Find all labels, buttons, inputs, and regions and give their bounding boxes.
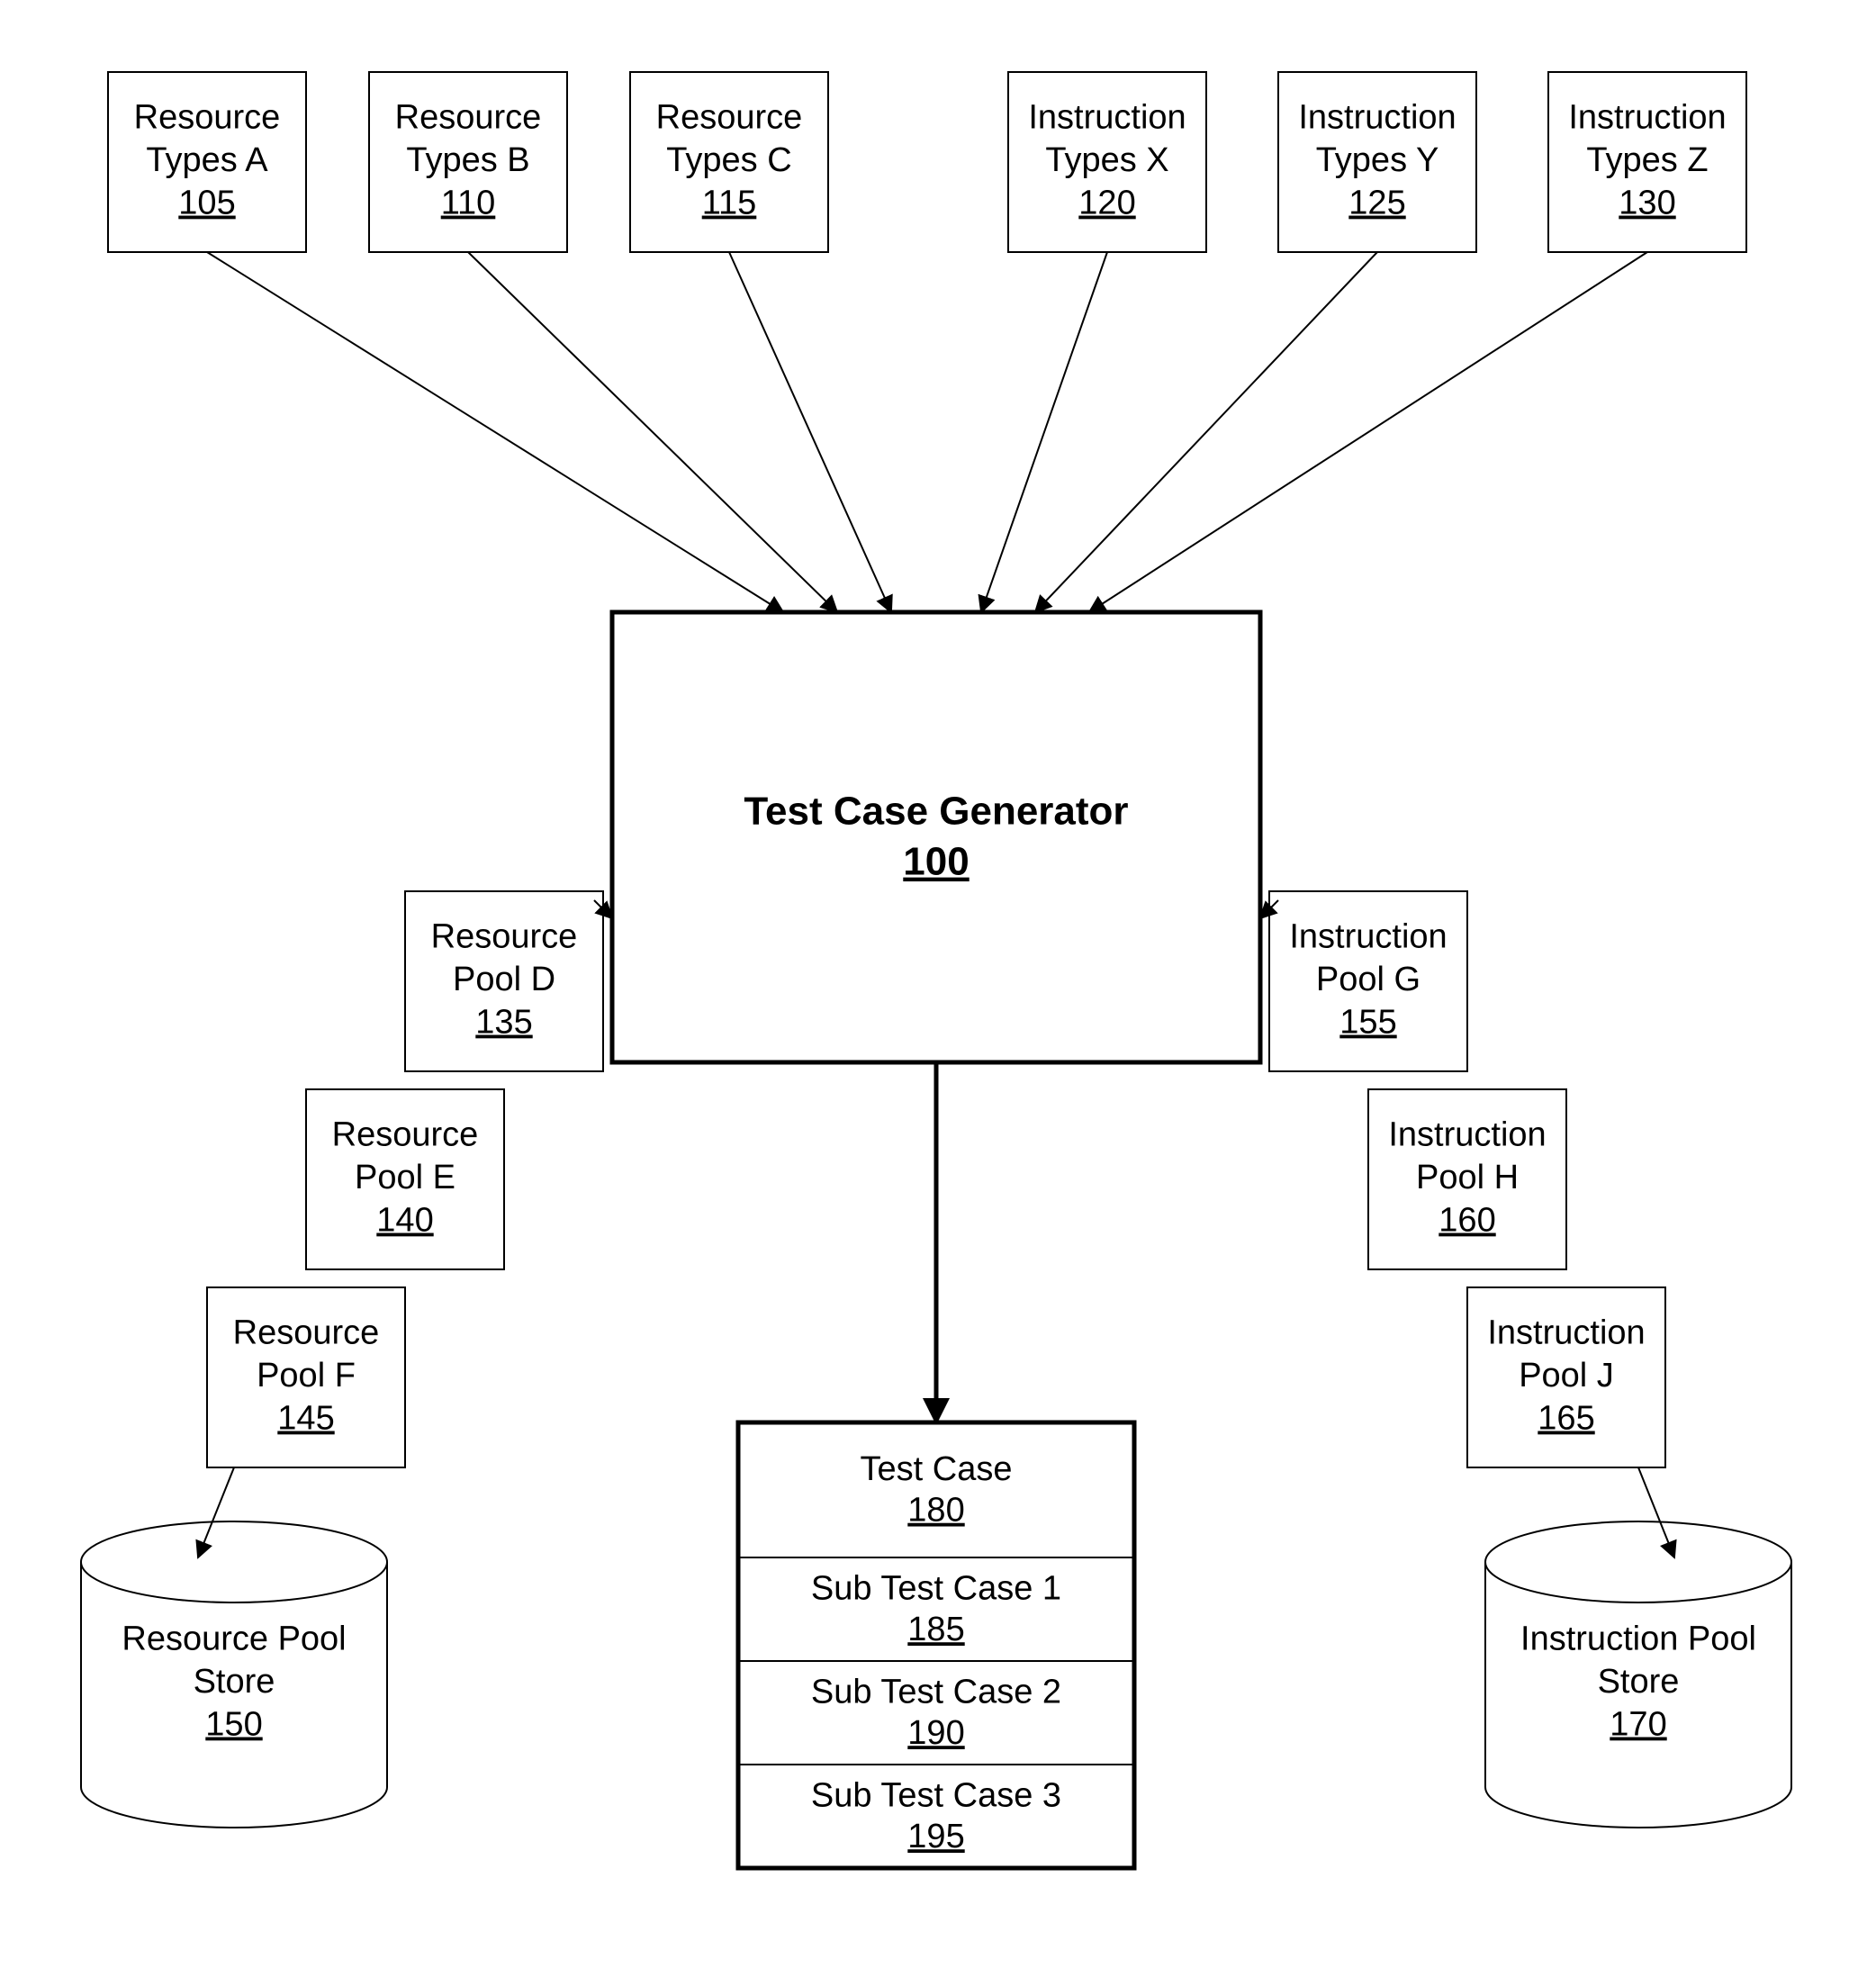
- node-num: 120: [1078, 185, 1135, 222]
- tc-row-label: Sub Test Case 3: [811, 1777, 1061, 1815]
- node-line: Types X: [1045, 141, 1168, 179]
- node-rt-a: Resource Types A 105: [108, 72, 306, 252]
- node-ip-j: Instruction Pool J 165: [1467, 1287, 1665, 1467]
- node-line: Types B: [406, 141, 529, 179]
- node-line: Pool H: [1416, 1159, 1519, 1196]
- node-line: Types Y: [1316, 141, 1439, 179]
- arrow-top-it-z: [1089, 252, 1647, 612]
- node-line: Instruction: [1028, 99, 1186, 137]
- node-num: 125: [1348, 185, 1405, 222]
- tc-header-label: Test Case: [861, 1450, 1013, 1488]
- tc-row-label: Sub Test Case 1: [811, 1570, 1061, 1608]
- node-it-x: Instruction Types X 120: [1008, 72, 1206, 252]
- node-line: Pool E: [355, 1159, 455, 1196]
- node-rp-e: Resource Pool E 140: [306, 1089, 504, 1269]
- arrow-top-rt-a: [207, 252, 783, 612]
- node-line: Pool F: [257, 1357, 356, 1395]
- node-line: Resource: [134, 99, 281, 137]
- node-it-y: Instruction Types Y 125: [1278, 72, 1476, 252]
- node-tcg: Test Case Generator 100: [612, 612, 1260, 1062]
- node-rt-b: Resource Types B 110: [369, 72, 567, 252]
- node-num: 155: [1339, 1004, 1396, 1042]
- node-ip-g: Instruction Pool G 155: [1269, 891, 1467, 1071]
- tc-row-label: Sub Test Case 2: [811, 1674, 1061, 1711]
- store-num: 150: [205, 1706, 262, 1744]
- store-num: 170: [1610, 1706, 1666, 1744]
- node-num: 105: [178, 185, 235, 222]
- node-line: Pool J: [1519, 1357, 1614, 1395]
- node-rp-d: Resource Pool D 135: [405, 891, 603, 1071]
- tc-header-num: 180: [907, 1492, 964, 1530]
- tc-row-num: 185: [907, 1611, 964, 1648]
- node-rp-f: Resource Pool F 145: [207, 1287, 405, 1467]
- node-ip-h: Instruction Pool H 160: [1368, 1089, 1566, 1269]
- node-num: 115: [702, 185, 757, 222]
- node-line: Resource: [395, 99, 542, 137]
- node-rt-c: Resource Types C 115: [630, 72, 828, 252]
- node-line: Types C: [666, 141, 791, 179]
- node-num: 110: [441, 185, 496, 222]
- node-num: 140: [376, 1202, 433, 1240]
- node-line: Resource: [431, 918, 578, 956]
- node-num: 145: [277, 1400, 334, 1438]
- node-num: 130: [1619, 185, 1675, 222]
- node-line: Resource: [332, 1116, 479, 1154]
- node-line: Types Z: [1586, 141, 1708, 179]
- arrow-top-it-x: [981, 252, 1107, 612]
- center-num: 100: [903, 840, 969, 884]
- node-line: Instruction: [1568, 99, 1726, 137]
- node-line: Instruction: [1487, 1314, 1645, 1352]
- node-tc: Test Case 180 Sub Test Case 1185 Sub Test C…: [738, 1422, 1134, 1868]
- arrow-top-it-y: [1035, 252, 1377, 612]
- node-num: 135: [475, 1004, 532, 1042]
- node-line: Resource: [656, 99, 803, 137]
- node-num: 160: [1439, 1202, 1495, 1240]
- node-line: Instruction: [1289, 918, 1447, 956]
- node-it-z: Instruction Types Z 130: [1548, 72, 1746, 252]
- arrow-top-rt-c: [729, 252, 891, 612]
- node-line: Types A: [146, 141, 268, 179]
- node-line: Pool G: [1316, 961, 1421, 998]
- tc-row-num: 195: [907, 1818, 964, 1855]
- store-ip-store: Instruction Pool Store 170: [1485, 1521, 1791, 1828]
- node-line: Instruction: [1298, 99, 1456, 137]
- arrow-top-rt-b: [468, 252, 837, 612]
- store-line: Instruction Pool: [1520, 1620, 1756, 1658]
- center-title: Test Case Generator: [744, 790, 1128, 834]
- store-line: Resource Pool: [122, 1620, 346, 1658]
- store-rp-store: Resource Pool Store 150: [81, 1521, 387, 1828]
- tc-row-num: 190: [907, 1714, 964, 1752]
- node-line: Resource: [233, 1314, 380, 1352]
- store-line: Store: [194, 1663, 275, 1701]
- node-line: Instruction: [1388, 1116, 1546, 1154]
- node-line: Pool D: [453, 961, 555, 998]
- store-line: Store: [1598, 1663, 1680, 1701]
- node-num: 165: [1538, 1400, 1594, 1438]
